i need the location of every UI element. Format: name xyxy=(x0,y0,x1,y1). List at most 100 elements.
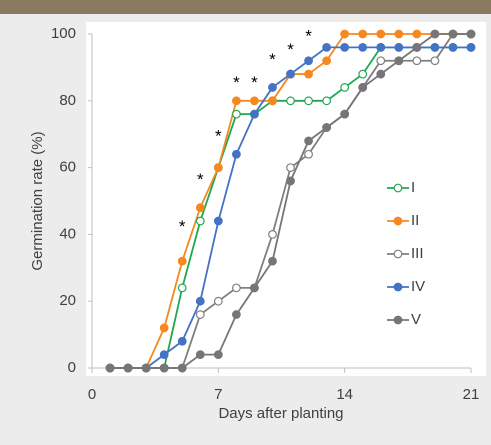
data-point xyxy=(177,256,187,266)
legend-label: II xyxy=(411,212,419,229)
y-axis-title: Germination rate (%) xyxy=(29,131,46,270)
data-point xyxy=(195,350,205,360)
data-point xyxy=(231,283,241,293)
data-point xyxy=(105,363,115,373)
y-tick-label: 20 xyxy=(59,292,76,309)
x-tick-label: 0 xyxy=(88,386,96,403)
data-point xyxy=(304,136,313,146)
data-point xyxy=(159,363,169,373)
y-tick-label: 40 xyxy=(59,225,76,242)
data-point xyxy=(430,56,440,66)
y-tick-label: 60 xyxy=(59,159,76,176)
significance-mark: * xyxy=(233,73,240,92)
data-point xyxy=(231,310,241,319)
data-point xyxy=(394,29,404,39)
data-point xyxy=(195,203,205,213)
legend-marker xyxy=(393,249,403,259)
data-point xyxy=(213,350,223,360)
data-point xyxy=(358,29,368,39)
data-point xyxy=(376,42,386,52)
data-point xyxy=(304,56,313,66)
legend-label: I xyxy=(411,179,415,196)
significance-mark: * xyxy=(305,26,312,45)
data-point xyxy=(231,149,241,159)
y-tick-label: 0 xyxy=(68,359,76,376)
data-point xyxy=(177,363,187,373)
data-point xyxy=(322,96,332,106)
significance-mark: * xyxy=(197,170,204,189)
data-point xyxy=(141,363,151,373)
legend-label: V xyxy=(411,311,421,328)
x-axis-title: Days after planting xyxy=(218,405,343,422)
data-point xyxy=(213,216,223,226)
legend-marker xyxy=(393,315,403,325)
y-tick-label: 100 xyxy=(51,25,76,42)
data-point xyxy=(231,109,241,119)
data-point xyxy=(448,29,458,39)
data-point xyxy=(340,83,350,92)
data-point xyxy=(213,296,223,306)
data-point xyxy=(250,96,259,106)
data-point xyxy=(412,56,422,66)
data-point xyxy=(322,42,332,52)
legend-marker xyxy=(393,282,403,292)
data-point xyxy=(286,163,295,173)
data-point xyxy=(177,283,187,293)
significance-mark: * xyxy=(179,217,186,236)
data-point xyxy=(430,42,440,52)
data-point xyxy=(195,216,205,226)
data-point xyxy=(304,96,313,106)
data-point xyxy=(250,109,259,119)
data-point xyxy=(322,56,332,66)
legend-label: III xyxy=(411,245,424,262)
data-point xyxy=(430,29,440,39)
data-point xyxy=(304,69,313,79)
x-tick-label: 14 xyxy=(336,386,353,403)
y-tick-label: 80 xyxy=(59,92,76,109)
data-point xyxy=(358,42,368,52)
data-point xyxy=(322,123,332,132)
data-point xyxy=(466,42,476,52)
data-point xyxy=(358,69,368,79)
significance-mark: * xyxy=(269,50,276,69)
data-point xyxy=(412,29,422,39)
significance-mark: * xyxy=(287,40,294,59)
significance-mark: * xyxy=(251,73,258,92)
data-point xyxy=(177,336,187,346)
legend-marker xyxy=(393,216,403,226)
data-point xyxy=(286,96,295,106)
data-point xyxy=(466,29,476,39)
data-point xyxy=(340,42,350,52)
photo-strip xyxy=(0,0,491,14)
data-point xyxy=(268,96,277,106)
data-point xyxy=(358,83,368,92)
data-point xyxy=(286,69,295,79)
data-point xyxy=(213,163,223,173)
data-point xyxy=(394,56,404,66)
data-point xyxy=(304,149,313,159)
data-point xyxy=(394,42,404,52)
data-point xyxy=(250,283,259,293)
legend-label: IV xyxy=(411,278,425,295)
data-point xyxy=(376,69,386,79)
data-point xyxy=(286,176,295,186)
data-point xyxy=(159,350,169,360)
data-point xyxy=(340,29,350,39)
x-tick-label: 7 xyxy=(214,386,222,403)
data-point xyxy=(448,42,458,52)
data-point xyxy=(376,29,386,39)
data-point xyxy=(195,310,205,319)
data-point xyxy=(159,323,169,333)
data-point xyxy=(268,83,277,92)
data-point xyxy=(412,42,422,52)
data-point xyxy=(376,56,386,66)
data-point xyxy=(123,363,133,373)
legend-marker xyxy=(393,183,403,193)
data-point xyxy=(268,256,277,266)
data-point xyxy=(340,109,350,119)
data-point xyxy=(268,229,277,239)
x-tick-label: 21 xyxy=(463,386,480,403)
data-point xyxy=(195,296,205,306)
data-point xyxy=(231,96,241,106)
